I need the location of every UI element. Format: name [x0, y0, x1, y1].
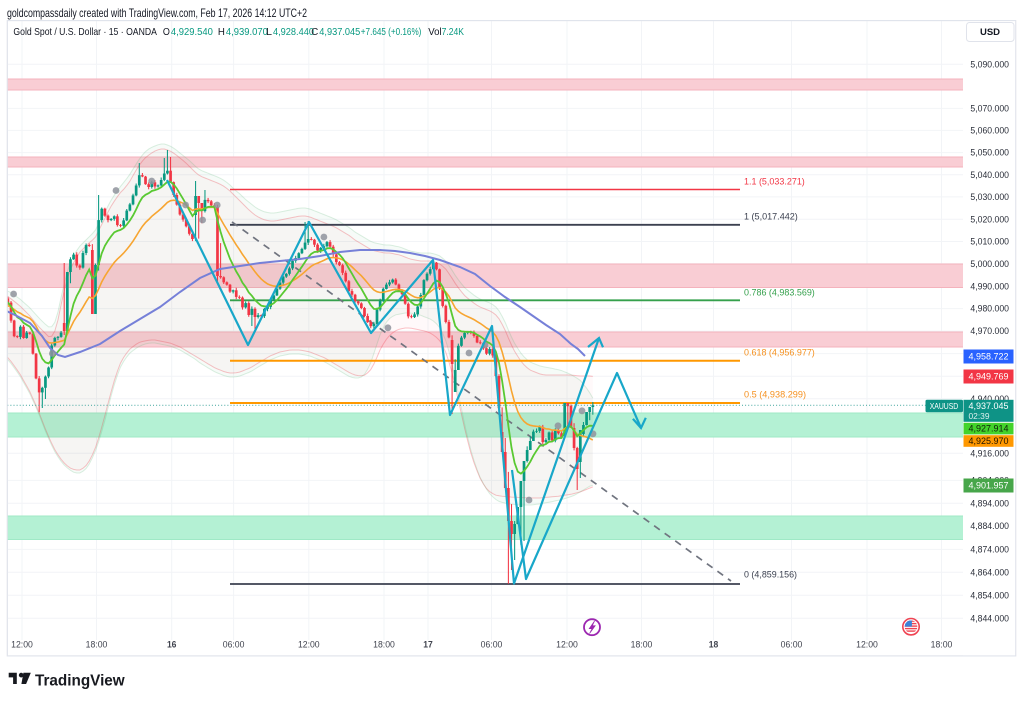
svg-text:5,030.000: 5,030.000 [970, 192, 1009, 202]
svg-text:17: 17 [423, 640, 433, 650]
svg-text:12:00: 12:00 [556, 640, 578, 650]
svg-text:5,060.000: 5,060.000 [970, 126, 1009, 136]
svg-text:18: 18 [709, 640, 719, 650]
svg-text:5,040.000: 5,040.000 [970, 170, 1009, 180]
svg-text:0.786 (4,983.569): 0.786 (4,983.569) [744, 287, 815, 297]
svg-text:5,050.000: 5,050.000 [970, 148, 1009, 158]
svg-text:06:00: 06:00 [223, 640, 245, 650]
svg-text:18:00: 18:00 [931, 640, 953, 650]
svg-text:1 (5,017.442): 1 (5,017.442) [744, 212, 798, 222]
svg-text:4,980.000: 4,980.000 [970, 304, 1009, 314]
svg-text:0 (4,859.156): 0 (4,859.156) [744, 570, 797, 580]
svg-text:4,925.970: 4,925.970 [969, 436, 1009, 446]
svg-text:+7.645 (+0.16%): +7.645 (+0.16%) [361, 27, 422, 38]
svg-text:4,970.000: 4,970.000 [970, 326, 1009, 336]
svg-text:06:00: 06:00 [481, 640, 503, 650]
svg-text:4,874.000: 4,874.000 [970, 545, 1009, 555]
svg-text:4,916.000: 4,916.000 [970, 448, 1009, 458]
svg-text:5,020.000: 5,020.000 [970, 214, 1009, 224]
svg-text:4,958.722: 4,958.722 [969, 352, 1009, 362]
svg-text:12:00: 12:00 [11, 640, 33, 650]
svg-text:4,884.000: 4,884.000 [970, 521, 1009, 531]
svg-text:4,894.000: 4,894.000 [970, 498, 1009, 508]
svg-text:12:00: 12:00 [856, 640, 878, 650]
svg-text:4,990.000: 4,990.000 [970, 281, 1009, 291]
svg-text:4,929.540: 4,929.540 [171, 27, 213, 38]
svg-text:O: O [163, 27, 170, 38]
svg-text:H: H [218, 27, 225, 38]
svg-text:4,949.769: 4,949.769 [969, 372, 1009, 382]
svg-text:5,070.000: 5,070.000 [970, 104, 1009, 114]
svg-text:4,854.000: 4,854.000 [970, 590, 1009, 600]
svg-text:XAUUSD: XAUUSD [930, 402, 959, 411]
svg-text:16: 16 [167, 640, 177, 650]
svg-text:18:00: 18:00 [86, 640, 108, 650]
svg-text:18:00: 18:00 [631, 640, 653, 650]
svg-text:4,901.957: 4,901.957 [969, 481, 1009, 491]
svg-text:USD: USD [980, 27, 1000, 38]
svg-text:0.618 (4,956.977): 0.618 (4,956.977) [744, 347, 815, 357]
svg-text:C: C [311, 27, 318, 38]
svg-text:Vol: Vol [428, 27, 441, 38]
svg-text:4,937.045: 4,937.045 [319, 27, 360, 38]
svg-text:4,940.000: 4,940.000 [970, 394, 1009, 404]
svg-text:5,090.000: 5,090.000 [970, 59, 1009, 69]
svg-text:5,000.000: 5,000.000 [970, 259, 1009, 269]
svg-text:12:00: 12:00 [298, 640, 320, 650]
svg-text:4,937.045: 4,937.045 [969, 401, 1009, 411]
svg-text:7.24K: 7.24K [442, 27, 465, 38]
svg-text:4,927.914: 4,927.914 [969, 424, 1009, 434]
svg-text:18:00: 18:00 [373, 640, 395, 650]
svg-text:0.5 (4,938.299): 0.5 (4,938.299) [744, 389, 806, 399]
svg-text:4,844.000: 4,844.000 [970, 613, 1009, 623]
svg-text:4,864.000: 4,864.000 [970, 567, 1009, 577]
svg-text:4,939.070: 4,939.070 [226, 27, 268, 38]
svg-text:4,928.440: 4,928.440 [273, 27, 314, 38]
svg-text:Gold Spot / U.S. Dollar · 15 ·: Gold Spot / U.S. Dollar · 15 · OANDA [13, 26, 157, 38]
svg-text:1.1 (5,033.271): 1.1 (5,033.271) [744, 177, 805, 187]
svg-text:goldcompassdaily created with: goldcompassdaily created with TradingVie… [7, 6, 307, 20]
svg-text:5,010.000: 5,010.000 [970, 237, 1009, 247]
svg-text:06:00: 06:00 [781, 640, 803, 650]
svg-text:TradingView: TradingView [35, 673, 126, 690]
svg-text:02:39: 02:39 [969, 411, 990, 421]
svg-text:L: L [266, 27, 272, 38]
